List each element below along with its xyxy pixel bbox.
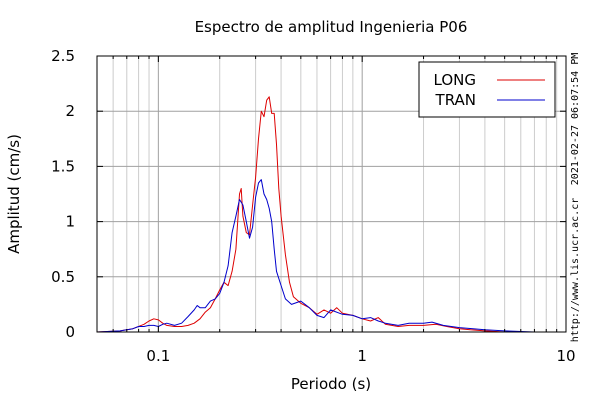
y-tick-label: 2.5 (51, 47, 75, 65)
series-line-long (96, 96, 566, 333)
x-tick-label: 0.1 (146, 347, 170, 365)
y-tick-label: 0.5 (51, 268, 75, 286)
x-tick-label: 10 (556, 347, 575, 365)
series-layer (96, 96, 566, 333)
legend-box (418, 61, 556, 118)
legend-label-tran: TRAN (435, 91, 476, 109)
source-url-text: http://www.lis.ucr.ac.cr (570, 198, 581, 343)
x-axis-label: Periodo (s) (291, 375, 371, 393)
legend-label-long: LONG (434, 71, 476, 89)
y-tick-label: 0 (65, 323, 75, 341)
x-tick-label: 1 (357, 347, 367, 365)
y-axis-label: Amplitud (cm/s) (5, 134, 23, 254)
timestamp-text: 2021-02-27 06:07:54 PM (570, 53, 581, 185)
tick-marks (96, 55, 567, 333)
series-line-tran (96, 179, 566, 333)
y-tick-label: 1.5 (51, 157, 75, 175)
y-tick-label: 2 (65, 102, 75, 120)
y-tick-label: 1 (65, 213, 75, 231)
chart-title: Espectro de amplitud Ingenieria P06 (195, 18, 468, 36)
plot-frame (96, 55, 567, 333)
legend: LONG TRAN (418, 61, 556, 118)
